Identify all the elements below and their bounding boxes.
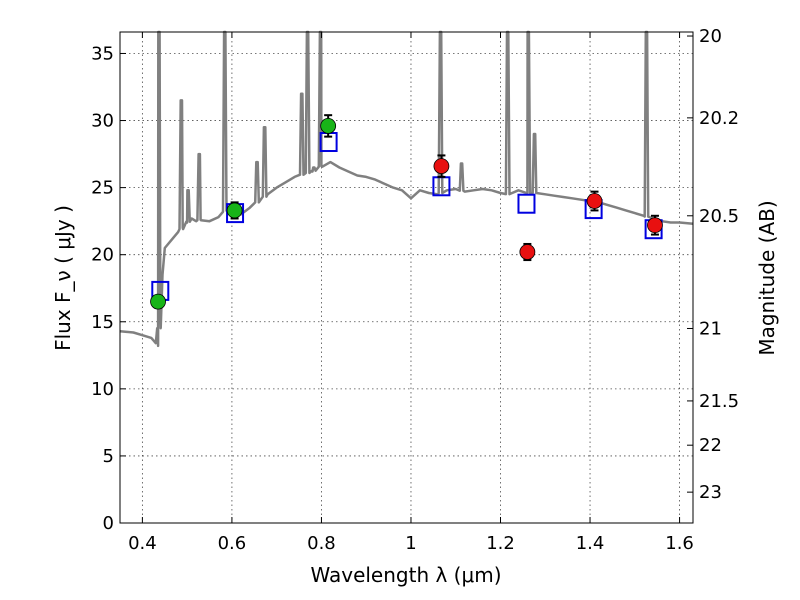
right-axis-title: Magnitude (AB)	[755, 200, 779, 355]
right-tick-label: 22	[699, 435, 722, 456]
red-point	[586, 193, 603, 209]
x-axis-title: Wavelength λ (μm)	[310, 563, 501, 587]
x-tick-label: 1.6	[665, 533, 694, 554]
green-point	[150, 293, 166, 310]
green-point	[320, 118, 337, 134]
y-tick-label: 0	[103, 513, 114, 534]
tick-layer: 0.4 0.6 0.8 1 1.2 1.4 1.6 0 5 10 15 20 25 30 35 20 20.2 2…	[91, 26, 739, 554]
x-tick-label: 1.4	[576, 533, 605, 554]
y-tick-label: 25	[91, 178, 114, 199]
right-tick-label: 21	[699, 318, 722, 339]
right-tick-label: 20	[699, 26, 722, 47]
right-tick-label: 20.2	[699, 108, 739, 129]
right-tick-label: 20.5	[699, 206, 739, 227]
red-point	[647, 217, 663, 234]
x-tick-label: 0.6	[218, 533, 247, 554]
x-tick-label: 0.8	[307, 533, 336, 554]
y-tick-label: 10	[91, 379, 114, 400]
red-point	[519, 244, 536, 260]
y-tick-label: 20	[91, 245, 114, 266]
plot-frame	[119, 31, 694, 524]
x-tick-label: 1	[405, 533, 416, 554]
y-tick-label: 35	[91, 43, 114, 64]
red-point	[433, 158, 450, 175]
marker-layer	[150, 114, 663, 310]
y-tick-label: 15	[91, 312, 114, 333]
spectrum-line	[119, 30, 694, 348]
x-tick-label: 1.2	[486, 533, 515, 554]
green-point	[226, 202, 243, 219]
y-tick-label: 30	[91, 111, 114, 132]
right-tick-label: 23	[699, 482, 722, 503]
y-axis-title: Flux F_ν ( μJy )	[51, 205, 75, 351]
right-tick-label: 21.5	[699, 391, 739, 412]
model-box	[517, 193, 536, 214]
x-tick-label: 0.4	[128, 533, 157, 554]
y-tick-label: 5	[103, 446, 114, 467]
grid	[120, 32, 693, 524]
spectrum-layer	[119, 30, 694, 348]
